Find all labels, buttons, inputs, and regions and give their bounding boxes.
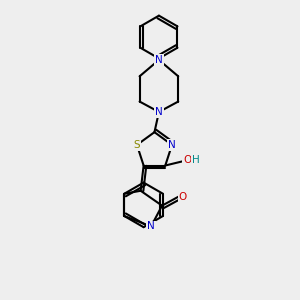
Text: H: H: [192, 155, 200, 166]
Text: N: N: [168, 140, 176, 150]
Text: N: N: [147, 221, 155, 231]
Text: O: O: [179, 192, 187, 202]
Text: S: S: [134, 140, 140, 150]
Text: O: O: [183, 155, 191, 166]
Text: N: N: [155, 55, 163, 65]
Text: N: N: [155, 107, 163, 117]
